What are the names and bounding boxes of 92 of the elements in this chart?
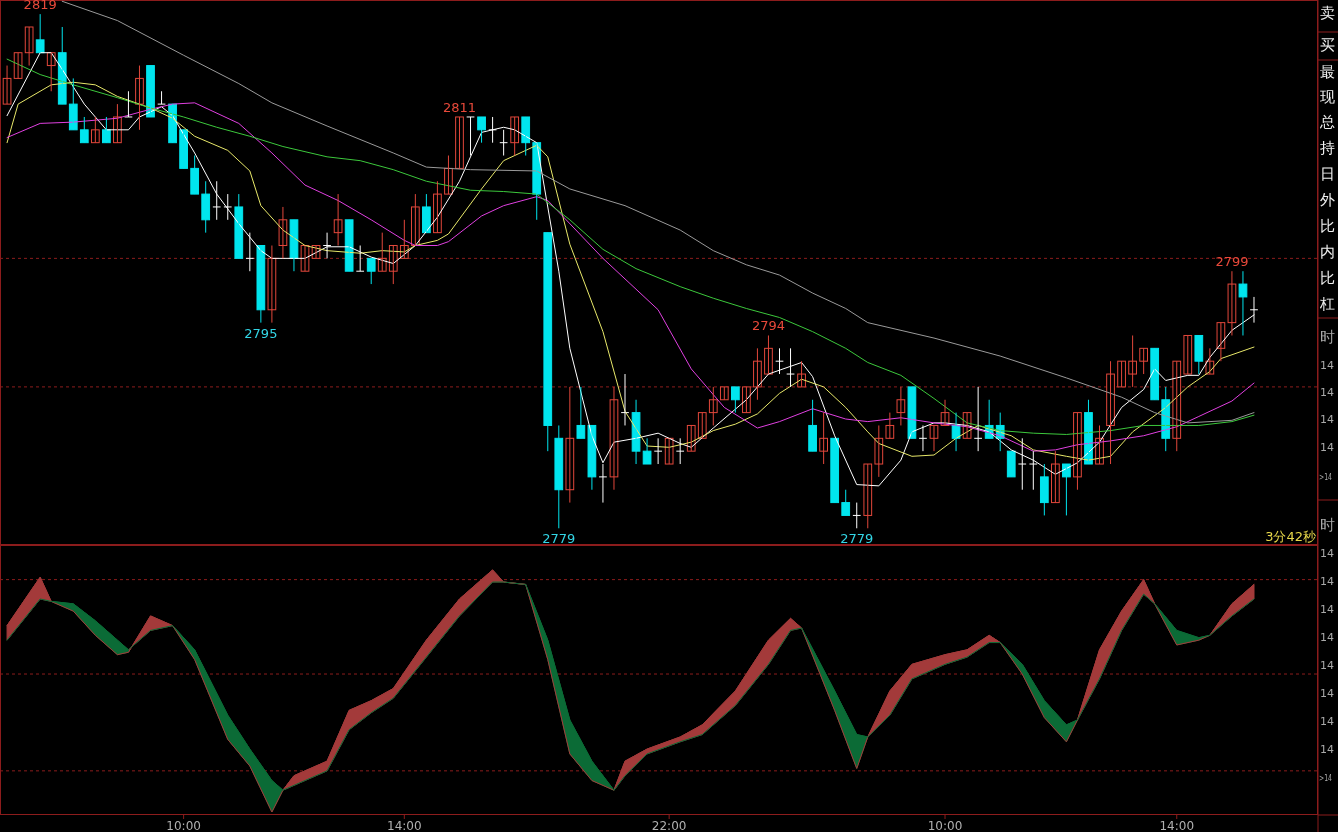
- candlestick: [300, 245, 310, 272]
- text: 时: [1320, 516, 1335, 534]
- candlestick: [686, 424, 696, 452]
- text: 卖: [1320, 4, 1335, 22]
- candlestick: [565, 386, 575, 504]
- candlestick: [477, 116, 486, 144]
- candlestick: [212, 180, 222, 221]
- text: 杠: [1319, 295, 1335, 313]
- text: 14: [1320, 743, 1334, 756]
- text: 2799: [1215, 254, 1249, 270]
- text: 2779: [840, 531, 874, 547]
- candlestick: [664, 437, 674, 465]
- candlestick: [1039, 463, 1049, 516]
- x-tick-label: 14:00: [387, 819, 422, 832]
- candlestick: [157, 90, 166, 105]
- candlestick: [742, 386, 751, 414]
- candlestick: [708, 386, 718, 426]
- candlestick: [179, 129, 188, 169]
- text: 2794: [751, 318, 786, 334]
- text: >14: [1319, 472, 1338, 482]
- candlestick: [466, 116, 475, 157]
- text: 14: [1320, 603, 1334, 616]
- text: 日: [1320, 165, 1335, 183]
- candlestick: [1194, 334, 1204, 375]
- x-tick-label: 22:00: [651, 819, 687, 832]
- candlestick: [168, 103, 177, 144]
- text: 现: [1320, 88, 1335, 106]
- text: 时: [1320, 328, 1335, 346]
- candlestick: [455, 116, 464, 169]
- candlestick: [819, 412, 828, 465]
- candlestick: [1062, 463, 1071, 516]
- candlestick: [201, 180, 211, 234]
- candlestick: [1150, 347, 1160, 401]
- candlestick: [355, 245, 365, 272]
- text: 14: [1320, 359, 1334, 372]
- x-tick-label: 14:00: [1159, 819, 1195, 832]
- candlestick: [344, 219, 354, 272]
- text: 14: [1320, 659, 1334, 672]
- candlestick: [90, 116, 100, 144]
- candlestick: [35, 13, 45, 54]
- text: 14: [1320, 413, 1334, 426]
- candlestick: [146, 65, 155, 118]
- candlestick: [907, 386, 917, 439]
- candlestick: [719, 386, 729, 401]
- text: 2795: [244, 325, 278, 341]
- candlestick: [885, 412, 895, 439]
- candlestick: [764, 334, 773, 375]
- candlestick: [830, 437, 840, 504]
- candlestick: [808, 399, 817, 452]
- candlestick: [124, 90, 133, 118]
- text: 2811: [442, 99, 477, 115]
- text: 持: [1320, 139, 1335, 157]
- text: 14: [1320, 631, 1334, 644]
- candlestick: [234, 193, 244, 259]
- text: 最: [1320, 63, 1335, 81]
- candlestick: [1006, 450, 1016, 478]
- text: 14: [1320, 575, 1334, 588]
- text: 总: [1319, 113, 1335, 131]
- text: 14: [1320, 715, 1334, 728]
- candlestick: [731, 386, 740, 414]
- text: 14: [1320, 441, 1334, 454]
- text: 14: [1320, 547, 1334, 560]
- text: 2819: [23, 0, 57, 13]
- x-tick-label: 10:00: [166, 819, 201, 832]
- text: 14: [1320, 687, 1334, 700]
- candlestick: [786, 347, 795, 388]
- candlestick: [841, 489, 851, 516]
- candlestick: [1128, 334, 1137, 388]
- text: 比: [1320, 217, 1335, 235]
- candlestick: [1139, 347, 1149, 375]
- text: 3分42秒: [1265, 529, 1316, 544]
- text: 14: [1320, 386, 1334, 399]
- x-tick-label: 10:00: [927, 819, 963, 832]
- candlestick: [366, 257, 376, 285]
- text: 内: [1320, 243, 1335, 261]
- candlestick: [697, 412, 707, 439]
- text: 外: [1320, 191, 1335, 209]
- candlestick: [223, 193, 233, 221]
- candlestick: [1183, 334, 1193, 375]
- candlestick: [929, 424, 939, 452]
- candlestick: [13, 52, 23, 79]
- candlestick: [554, 424, 564, 529]
- text: 比: [1320, 269, 1335, 287]
- candlestick: [79, 116, 89, 144]
- candlestick: [863, 463, 873, 529]
- text: 买: [1320, 36, 1335, 54]
- candlestick: [1117, 360, 1126, 388]
- text: >14: [1319, 773, 1338, 783]
- text: 2779: [542, 531, 576, 547]
- candlestick: [190, 155, 200, 195]
- candlestick: [797, 360, 806, 388]
- candlestick: [543, 232, 553, 452]
